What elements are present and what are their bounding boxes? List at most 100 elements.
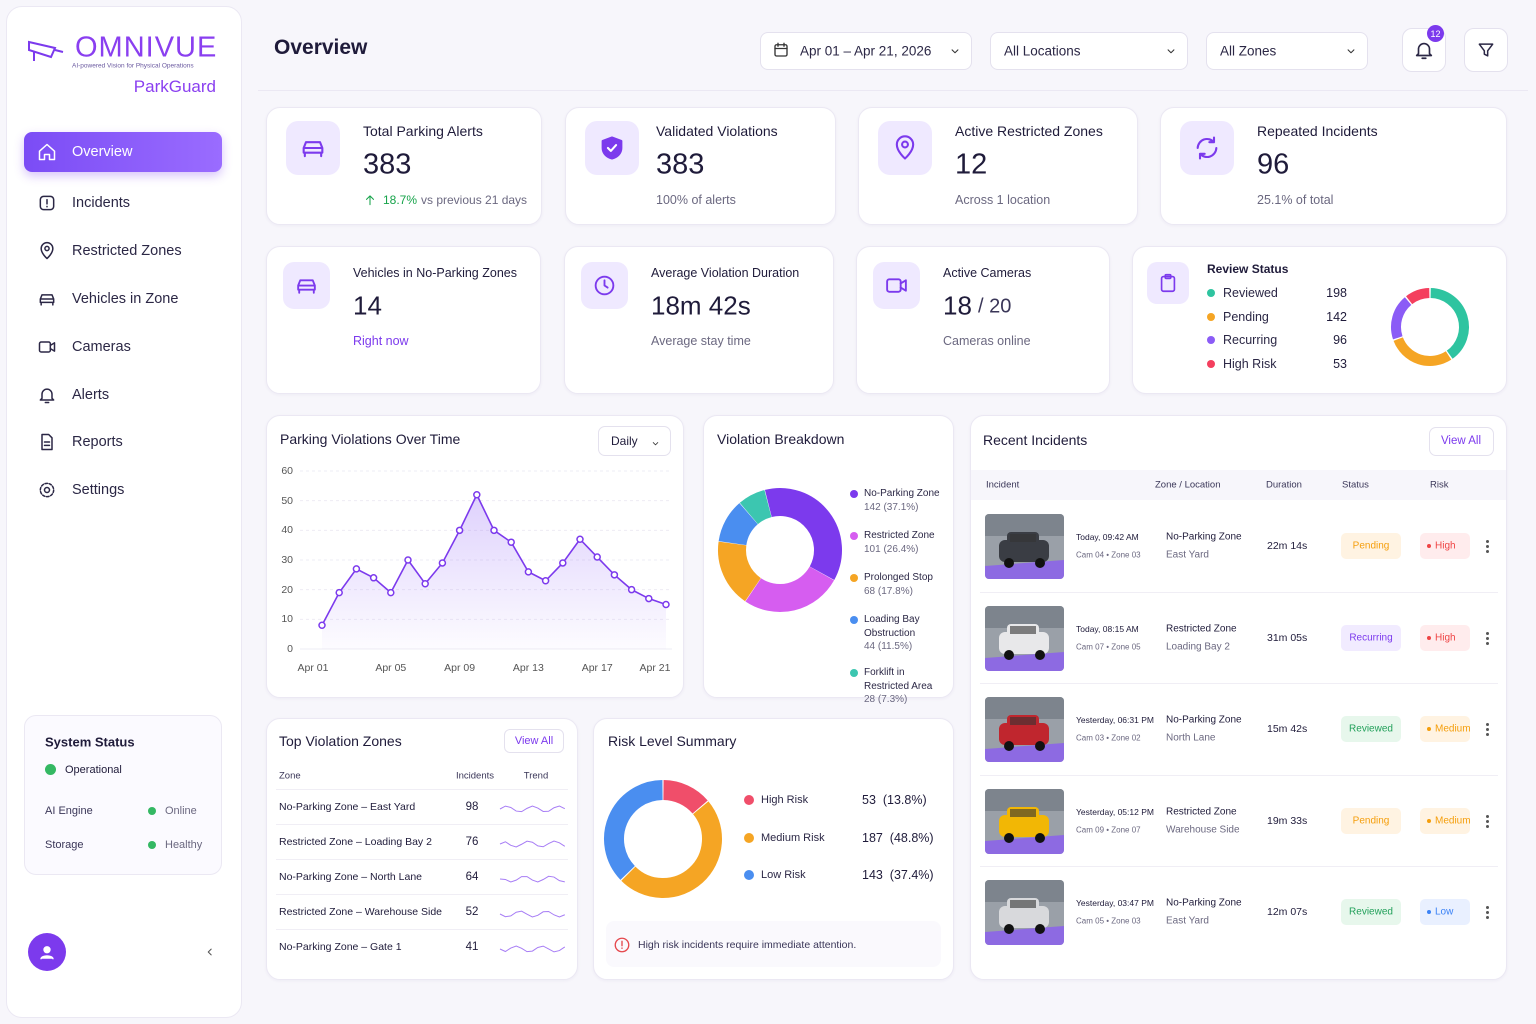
- incident-camera: Cam 09 • Zone 07: [1076, 825, 1141, 834]
- icon: [948, 44, 962, 58]
- image-part: [985, 880, 1064, 945]
- icon: [592, 273, 617, 298]
- nav-label: Incidents: [72, 195, 131, 211]
- icon-part: [601, 136, 623, 160]
- incident-thumbnail: [985, 514, 1064, 579]
- card-title: Top Violation Zones: [279, 733, 402, 749]
- icon-part: [1164, 273, 1172, 280]
- zone-name: Restricted Zone – Loading Bay 2: [279, 836, 432, 848]
- zone-count: 64: [465, 871, 479, 883]
- icon-part: [901, 140, 909, 149]
- column-header: Risk: [1430, 479, 1449, 491]
- icon-part: [899, 279, 907, 292]
- status-label: Pending: [1352, 815, 1390, 826]
- zone-count: 98: [465, 801, 479, 813]
- kebab-dot: [1486, 911, 1489, 914]
- notifications-button[interactable]: [1402, 28, 1446, 72]
- status-pill: [1341, 807, 1401, 834]
- y-tick-label: 10: [281, 613, 293, 626]
- system-status-card: [24, 715, 222, 875]
- x-tick-label: Apr 13: [512, 662, 544, 674]
- icon: [884, 273, 909, 298]
- column-header: Incident: [986, 479, 1020, 491]
- icon: [1476, 40, 1496, 60]
- kpi-note: Cameras online: [943, 334, 1031, 348]
- row-divider: [276, 929, 568, 930]
- kebab-dot[interactable]: [1486, 631, 1489, 635]
- risk-label: High: [1435, 632, 1456, 643]
- nav-active[interactable]: [24, 132, 222, 172]
- incident-location: East Yard: [1166, 915, 1209, 927]
- icon-part: [43, 946, 51, 954]
- icon-part: [1196, 136, 1218, 160]
- y-tick-label: 60: [281, 465, 293, 477]
- row-divider: [980, 774, 1498, 776]
- row-divider: [276, 859, 568, 860]
- icon-part: [39, 195, 55, 211]
- incident-time: Yesterday, 05:12 PM: [1076, 806, 1154, 817]
- legend-dot: [744, 832, 754, 843]
- icon: [1344, 44, 1358, 58]
- legend-dot: [1207, 289, 1215, 297]
- icon-part: [39, 195, 55, 211]
- incident-time: Yesterday, 03:47 PM: [1076, 898, 1154, 908]
- icon-part: [1196, 136, 1218, 160]
- status-item: Storage: [45, 839, 84, 851]
- y-tick-label: 20: [281, 583, 293, 596]
- icon-part: [652, 442, 659, 446]
- image-part: [985, 514, 1064, 579]
- legend-label: Prolonged Stop: [864, 572, 933, 583]
- product: ParkGuard: [133, 77, 216, 96]
- zone-name: No-Parking Zone – North Lane: [279, 871, 422, 883]
- incident-location: East Yard: [1166, 549, 1209, 561]
- incident-zone: No-Parking Zone: [1166, 897, 1242, 909]
- card-title: Violation Breakdown: [717, 431, 845, 447]
- dropdown[interactable]: [760, 32, 972, 70]
- legend-label: Pending: [1223, 309, 1269, 324]
- legend-dot: [850, 669, 858, 677]
- image-part: [999, 723, 1049, 745]
- incident-camera: Cam 07 • Zone 05: [1076, 642, 1141, 651]
- period-dropdown[interactable]: [598, 426, 671, 456]
- icon: [203, 945, 217, 959]
- zone-name: Restricted Zone – Warehouse Side: [279, 906, 443, 918]
- incident-zone: Restricted Zone: [1166, 623, 1237, 634]
- icon-part: [774, 42, 788, 57]
- legend-dot: [1207, 336, 1215, 345]
- header-divider: [258, 90, 1528, 91]
- status-dot: [148, 841, 156, 849]
- icon: [37, 193, 57, 213]
- view-all-button[interactable]: [1429, 427, 1494, 456]
- image-part: [985, 605, 1064, 671]
- icon-part: [1415, 42, 1433, 60]
- incident-location: Loading Bay 2: [1166, 641, 1230, 652]
- icon-part: [1160, 275, 1176, 293]
- icon-part: [40, 241, 54, 260]
- dropdown[interactable]: [1206, 32, 1368, 70]
- legend-label: Loading Bay Obstruction: [864, 614, 920, 639]
- dropdown[interactable]: [990, 32, 1188, 70]
- legend-item: Restricted Zone 101 (26.4%): [864, 529, 944, 556]
- kebab-dot[interactable]: [1486, 723, 1489, 726]
- status-pill: [1341, 624, 1401, 651]
- filter-button[interactable]: [1464, 28, 1508, 72]
- x-tick-label: Apr 21: [639, 662, 671, 674]
- icon-part: [39, 294, 55, 306]
- icon-part: [365, 195, 375, 206]
- icon: [1157, 272, 1179, 294]
- kpi-title: Average Violation Duration: [651, 266, 800, 280]
- kebab-dot[interactable]: [1486, 540, 1489, 543]
- icon-part: [1167, 49, 1175, 54]
- image-part: [1035, 558, 1045, 568]
- nav-label: Cameras: [72, 339, 131, 355]
- icon: [1413, 39, 1435, 61]
- kpi-note: 25.1% of total: [1257, 193, 1334, 207]
- kpi-note: Across 1 location: [955, 193, 1051, 207]
- view-all-button[interactable]: [504, 729, 564, 753]
- kpi-title: Active Restricted Zones: [955, 123, 1103, 139]
- kebab-dot[interactable]: [1486, 906, 1489, 909]
- icon-part: [302, 141, 324, 158]
- icon: [38, 943, 56, 961]
- icon-part: [951, 49, 959, 54]
- kebab-dot[interactable]: [1486, 814, 1489, 818]
